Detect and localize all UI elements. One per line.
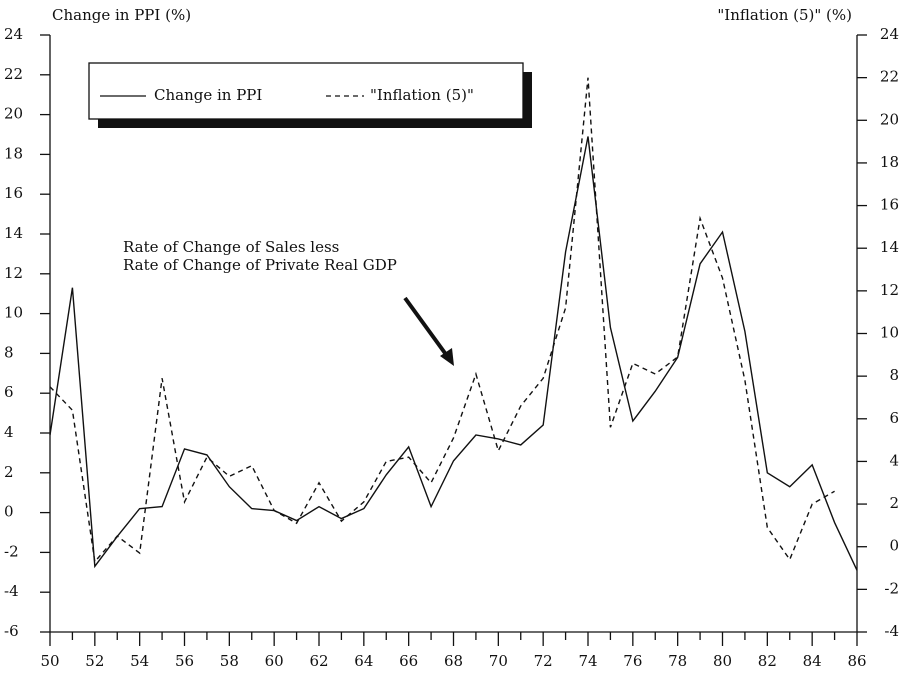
x-tick-label: 60 <box>265 652 284 670</box>
y-tick-label: 24 <box>4 25 23 43</box>
y-tick-label: 22 <box>4 65 23 83</box>
x-tick-label: 74 <box>578 652 597 670</box>
y2-tick-label: 10 <box>880 324 899 342</box>
x-tick-label: 52 <box>85 652 104 670</box>
x-tick-label: 54 <box>130 652 149 670</box>
x-tick-label: 68 <box>444 652 463 670</box>
y2-tick-label: 12 <box>880 281 899 299</box>
y2-tick-label: 18 <box>880 153 899 171</box>
x-tick-label: 58 <box>220 652 239 670</box>
y-tick-label: -4 <box>4 582 19 600</box>
x-tick-label: 78 <box>668 652 687 670</box>
y-tick-label: 4 <box>4 423 14 441</box>
x-tick-label: 72 <box>534 652 553 670</box>
y-tick-label: 20 <box>4 105 23 123</box>
y2-tick-label: 4 <box>889 451 899 469</box>
x-tick-label: 82 <box>758 652 777 670</box>
x-tick-label: 64 <box>354 652 373 670</box>
y-tick-label: 16 <box>4 184 23 202</box>
y2-tick-label: 24 <box>880 25 899 43</box>
x-tick-label: 50 <box>40 652 59 670</box>
y-tick-label: 10 <box>4 304 23 322</box>
y-tick-label: 12 <box>4 264 23 282</box>
y-tick-label: -2 <box>4 542 19 560</box>
legend <box>88 62 524 120</box>
arrow <box>403 296 452 362</box>
y2-tick-label: 2 <box>889 494 899 512</box>
series-line <box>49 136 858 571</box>
x-tick-label: 70 <box>489 652 508 670</box>
legend-label: Change in PPI <box>154 86 262 104</box>
x-tick-label: 66 <box>399 652 418 670</box>
series-line <box>49 77 835 564</box>
x-tick-label: 84 <box>803 652 822 670</box>
y-axis-title: Change in PPI (%) <box>52 6 191 24</box>
x-tick-label: 76 <box>623 652 642 670</box>
y2-tick-label: -2 <box>884 579 899 597</box>
x-tick-label: 56 <box>175 652 194 670</box>
y-tick-label: -6 <box>4 622 19 640</box>
y2-tick-label: 6 <box>889 409 899 427</box>
x-tick-label: 86 <box>847 652 866 670</box>
y2-tick-label: 14 <box>880 238 899 256</box>
y-tick-label: 18 <box>4 144 23 162</box>
annotation: Rate of Change of Private Real GDP <box>123 256 397 274</box>
y2-axis-title: "Inflation (5)" (%) <box>717 6 852 24</box>
arrow-head <box>440 348 454 366</box>
x-tick-label: 80 <box>713 652 732 670</box>
y-tick-label: 8 <box>4 343 14 361</box>
y2-tick-label: 16 <box>880 196 899 214</box>
y-tick-label: 14 <box>4 224 23 242</box>
legend-label: "Inflation (5)" <box>370 86 474 104</box>
y-tick-label: 0 <box>4 503 14 521</box>
annotation: Rate of Change of Sales less <box>123 238 339 256</box>
y-tick-label: 6 <box>4 383 14 401</box>
y2-tick-label: -4 <box>884 622 899 640</box>
x-tick-label: 62 <box>309 652 328 670</box>
y2-tick-label: 22 <box>880 68 899 86</box>
y2-tick-label: 0 <box>889 537 899 555</box>
y2-tick-label: 20 <box>880 110 899 128</box>
y-tick-label: 2 <box>4 463 14 481</box>
y2-tick-label: 8 <box>889 366 899 384</box>
